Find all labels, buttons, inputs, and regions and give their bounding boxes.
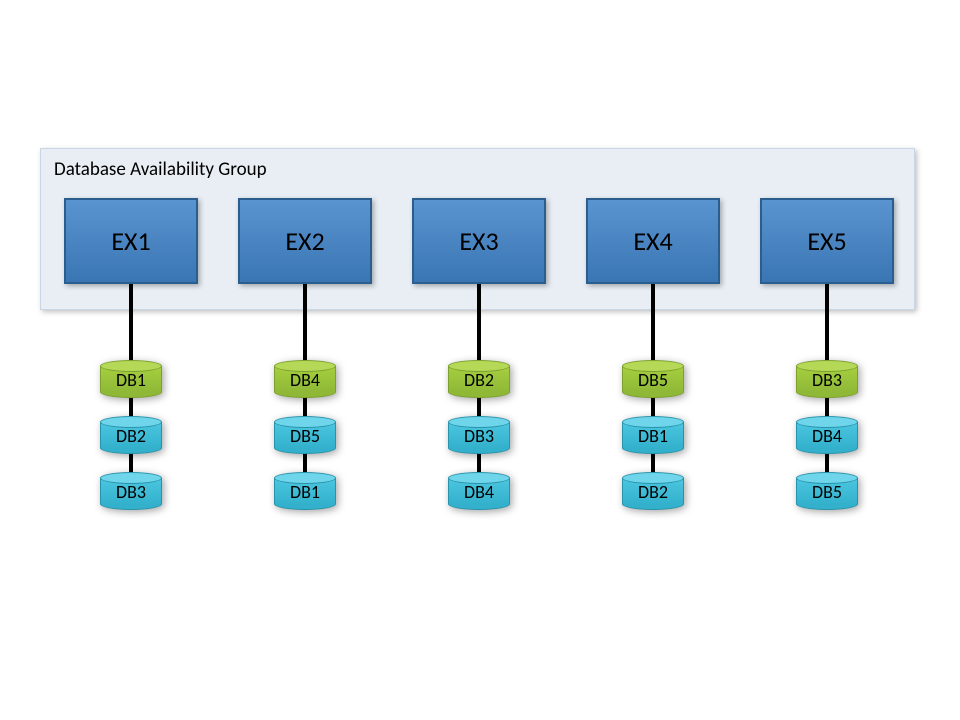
server-label: EX5 (807, 225, 846, 257)
db-label: DB3 (796, 369, 858, 391)
db-label: DB2 (622, 481, 684, 503)
db-cylinder-db1: DB1 (622, 416, 684, 454)
db-label: DB2 (448, 369, 510, 391)
db-label: DB5 (622, 369, 684, 391)
db-cylinder-db4: DB4 (796, 416, 858, 454)
db-label: DB2 (100, 425, 162, 447)
server-label: EX4 (633, 225, 672, 257)
server-box-ex5: EX5 (760, 198, 894, 284)
db-label: DB5 (274, 425, 336, 447)
db-cylinder-db3: DB3 (100, 472, 162, 510)
db-label: DB4 (448, 481, 510, 503)
server-label: EX1 (111, 225, 150, 257)
db-cylinder-db1: DB1 (274, 472, 336, 510)
db-cylinder-db2: DB2 (100, 416, 162, 454)
db-cylinder-db3: DB3 (796, 360, 858, 398)
server-box-ex2: EX2 (238, 198, 372, 284)
db-label: DB1 (274, 481, 336, 503)
db-cylinder-db5: DB5 (796, 472, 858, 510)
db-cylinder-db3: DB3 (448, 416, 510, 454)
server-label: EX2 (285, 225, 324, 257)
db-label: DB4 (274, 369, 336, 391)
server-box-ex3: EX3 (412, 198, 546, 284)
server-box-ex4: EX4 (586, 198, 720, 284)
db-cylinder-db5: DB5 (274, 416, 336, 454)
db-cylinder-db2: DB2 (622, 472, 684, 510)
server-label: EX3 (459, 225, 498, 257)
db-cylinder-db4: DB4 (448, 472, 510, 510)
db-label: DB5 (796, 481, 858, 503)
db-label: DB4 (796, 425, 858, 447)
db-cylinder-db5: DB5 (622, 360, 684, 398)
dag-title: Database Availability Group (54, 158, 267, 181)
db-cylinder-db1: DB1 (100, 360, 162, 398)
db-label: DB1 (622, 425, 684, 447)
db-label: DB3 (448, 425, 510, 447)
db-label: DB3 (100, 481, 162, 503)
db-cylinder-db2: DB2 (448, 360, 510, 398)
server-box-ex1: EX1 (64, 198, 198, 284)
db-label: DB1 (100, 369, 162, 391)
db-cylinder-db4: DB4 (274, 360, 336, 398)
